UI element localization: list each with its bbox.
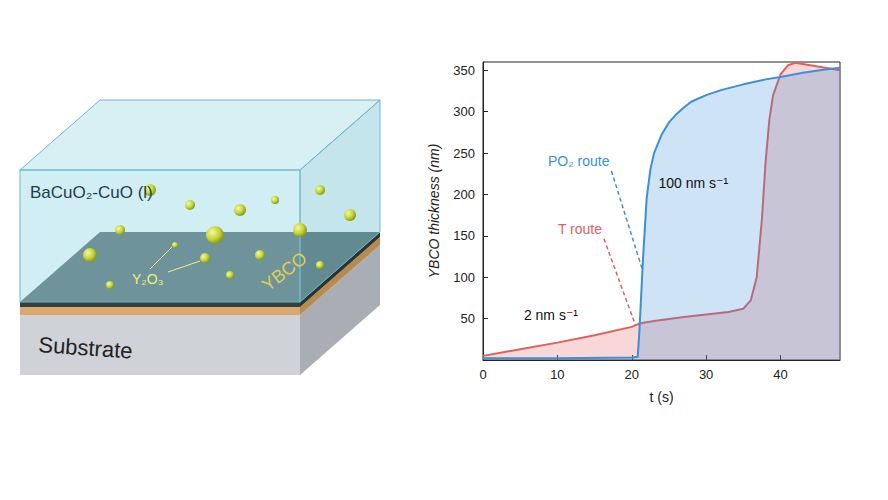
svg-text:250: 250 <box>453 146 475 161</box>
svg-text:50: 50 <box>461 311 475 326</box>
svg-text:20: 20 <box>625 367 639 382</box>
svg-text:0: 0 <box>479 367 486 382</box>
svg-text:200: 200 <box>453 187 475 202</box>
svg-text:2 nm s⁻¹: 2 nm s⁻¹ <box>524 307 578 323</box>
svg-text:150: 150 <box>453 228 475 243</box>
svg-text:100 nm s⁻¹: 100 nm s⁻¹ <box>659 175 729 191</box>
svg-text:10: 10 <box>550 367 564 382</box>
svg-text:BaCuO₂-CuO (l): BaCuO₂-CuO (l) <box>30 183 153 202</box>
svg-text:30: 30 <box>699 367 713 382</box>
svg-text:T route: T route <box>558 221 602 237</box>
svg-text:Substrate: Substrate <box>38 332 134 364</box>
svg-text:YBCO thickness (nm): YBCO thickness (nm) <box>426 144 442 279</box>
svg-text:Y₂O₃: Y₂O₃ <box>132 271 163 287</box>
svg-text:300: 300 <box>453 104 475 119</box>
svg-text:PO₂ route: PO₂ route <box>548 153 610 169</box>
svg-text:100: 100 <box>453 270 475 285</box>
svg-text:t (s): t (s) <box>649 389 673 405</box>
svg-text:40: 40 <box>773 367 787 382</box>
svg-text:350: 350 <box>453 63 475 78</box>
svg-text:YBCO: YBCO <box>258 248 311 295</box>
